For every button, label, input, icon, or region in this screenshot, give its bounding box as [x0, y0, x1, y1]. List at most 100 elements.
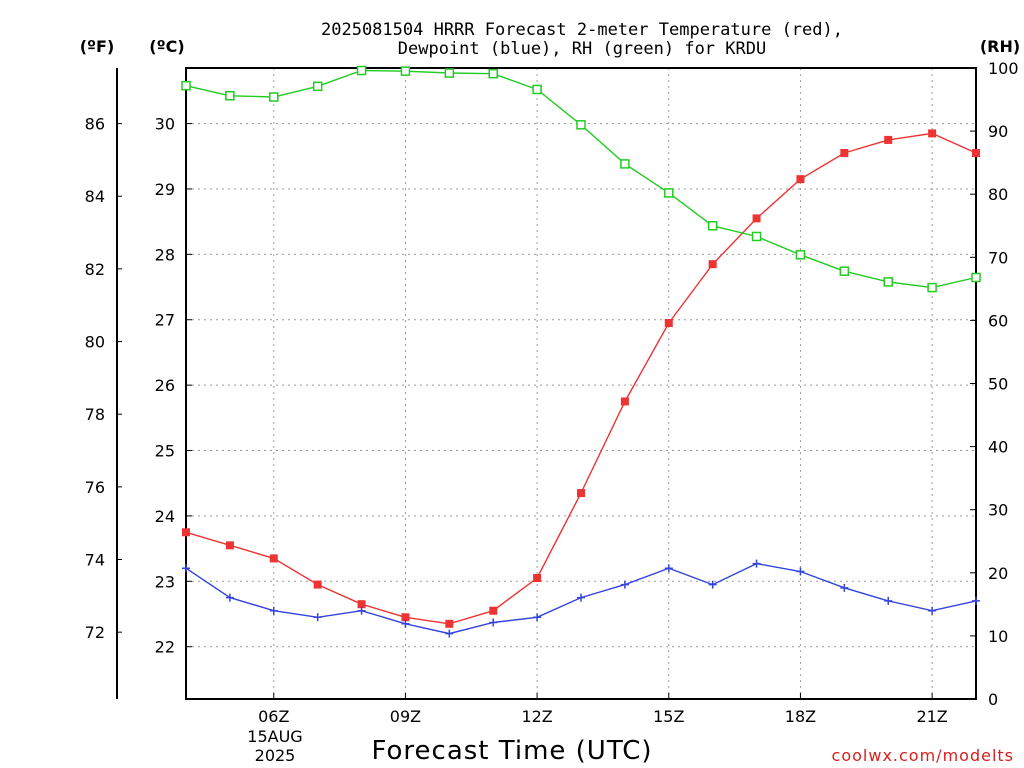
fahrenheit-tick-label: 82 [85, 260, 105, 279]
series-layer [181, 65, 981, 638]
dewpoint-point [401, 619, 410, 628]
fahrenheit-tick-label: 84 [85, 187, 105, 206]
relative-humidity-point [707, 221, 718, 231]
relative-humidity-point [971, 272, 981, 283]
celsius-tick-label: 27 [155, 311, 175, 330]
dewpoint-point [357, 606, 366, 615]
dewpoint-point [269, 606, 278, 615]
relative-humidity-point [883, 277, 893, 287]
relative-humidity-point [839, 266, 850, 276]
axes: 72 74 76 78 80 82 84 86 22 23 24 25 26 27 28 29 30 0 10 20 3… [85, 59, 1019, 726]
x-axis-label: Forecast Time (UTC) [371, 736, 652, 766]
x-tick-label: 12Z [521, 707, 552, 726]
temperature-point [357, 600, 366, 609]
temperature-point [445, 619, 454, 628]
temperature-point [664, 319, 673, 328]
temperature-series [182, 129, 980, 628]
relative-humidity-point [576, 120, 586, 130]
fahrenheit-tick-label: 74 [85, 551, 105, 570]
relative-humidity-point [620, 159, 630, 169]
temperature-point [489, 606, 498, 615]
x-tick-label: 18Z [785, 707, 816, 726]
relative-humidity-point [356, 65, 367, 76]
relative-humidity-point [795, 250, 806, 260]
dewpoint-point [884, 596, 893, 605]
dewpoint-point [313, 613, 322, 622]
dewpoint-point [445, 629, 454, 638]
x-tick-label: 09Z [390, 707, 421, 726]
rh-tick-label: 30 [988, 501, 1008, 520]
relative-humidity-line [185, 69, 977, 289]
relative-humidity-point [532, 84, 542, 95]
x-tick-label: 15Z [653, 707, 684, 726]
dewpoint-point [752, 559, 761, 568]
dewpoint-point [928, 606, 937, 615]
temperature-point [752, 214, 761, 223]
dewpoint-point [533, 613, 542, 622]
chart-title-line1: 2025081504 HRRR Forecast 2-meter Tempera… [321, 20, 843, 40]
rh-tick-label: 40 [988, 438, 1008, 457]
relative-humidity-point [225, 91, 235, 101]
temperature-point [884, 135, 893, 144]
chart-title-line2: Dewpoint (blue), RH (green) for KRDU [398, 39, 766, 59]
temperature-point [796, 175, 805, 184]
temperature-point [401, 613, 410, 622]
temperature-point [708, 260, 717, 269]
celsius-tick-label: 23 [155, 572, 175, 591]
credit-text: coolwx.com/modelts [832, 746, 1014, 765]
celsius-tick-label: 22 [155, 638, 175, 657]
celsius-tick-label: 26 [155, 376, 175, 395]
dewpoint-point [708, 580, 717, 589]
fahrenheit-tick-label: 86 [85, 115, 105, 134]
temperature-point [182, 528, 190, 537]
relative-humidity-point [927, 282, 937, 293]
relative-humidity-point [444, 68, 455, 78]
rh-tick-label: 80 [988, 185, 1008, 204]
temperature-line [185, 132, 977, 625]
relative-humidity-point [488, 68, 498, 79]
rh-tick-label: 100 [988, 59, 1019, 78]
celsius-tick-label: 29 [155, 180, 175, 199]
temperature-point [313, 580, 322, 589]
celsius-tick-label: 25 [155, 442, 175, 461]
rh-tick-label: 90 [988, 122, 1008, 141]
relative-humidity-point [312, 81, 323, 92]
plot-frame [185, 67, 977, 700]
temperature-point [840, 149, 849, 158]
temperature-point [225, 541, 234, 550]
celsius-tick-label: 28 [155, 245, 175, 264]
date-label-day: 15AUG [247, 727, 302, 746]
rh-tick-label: 10 [988, 627, 1008, 646]
dewpoint-series [182, 559, 980, 638]
dewpoint-point [577, 593, 585, 602]
x-tick-label: 21Z [916, 707, 947, 726]
rh-tick-label: 0 [988, 690, 998, 709]
fahrenheit-tick-label: 72 [85, 623, 105, 642]
relative-humidity-point [664, 188, 674, 198]
celsius-tick-label: 30 [155, 115, 175, 134]
rh-axis-unit: (RH) [980, 37, 1020, 56]
temperature-point [928, 129, 937, 138]
grid [186, 68, 976, 699]
temperature-point [269, 554, 278, 563]
x-tick-label: 06Z [258, 707, 289, 726]
date-label-year: 2025 [255, 746, 296, 765]
fahrenheit-axis-unit: (ºF) [80, 37, 115, 56]
celsius-tick-label: 24 [155, 507, 175, 526]
dewpoint-point [225, 593, 234, 602]
dewpoint-point [489, 618, 498, 627]
relative-humidity-point [400, 66, 411, 76]
relative-humidity-point [269, 92, 279, 102]
temperature-point [620, 397, 629, 406]
temperature-point [533, 574, 542, 583]
temperature-point [972, 149, 980, 158]
dewpoint-point [840, 583, 849, 592]
relative-humidity-point [751, 231, 762, 242]
fahrenheit-tick-label: 78 [85, 405, 105, 424]
rh-tick-label: 20 [988, 564, 1008, 583]
dewpoint-point [182, 564, 190, 573]
dewpoint-point [664, 564, 673, 573]
temperature-point [577, 489, 585, 498]
relative-humidity-point [181, 80, 191, 91]
